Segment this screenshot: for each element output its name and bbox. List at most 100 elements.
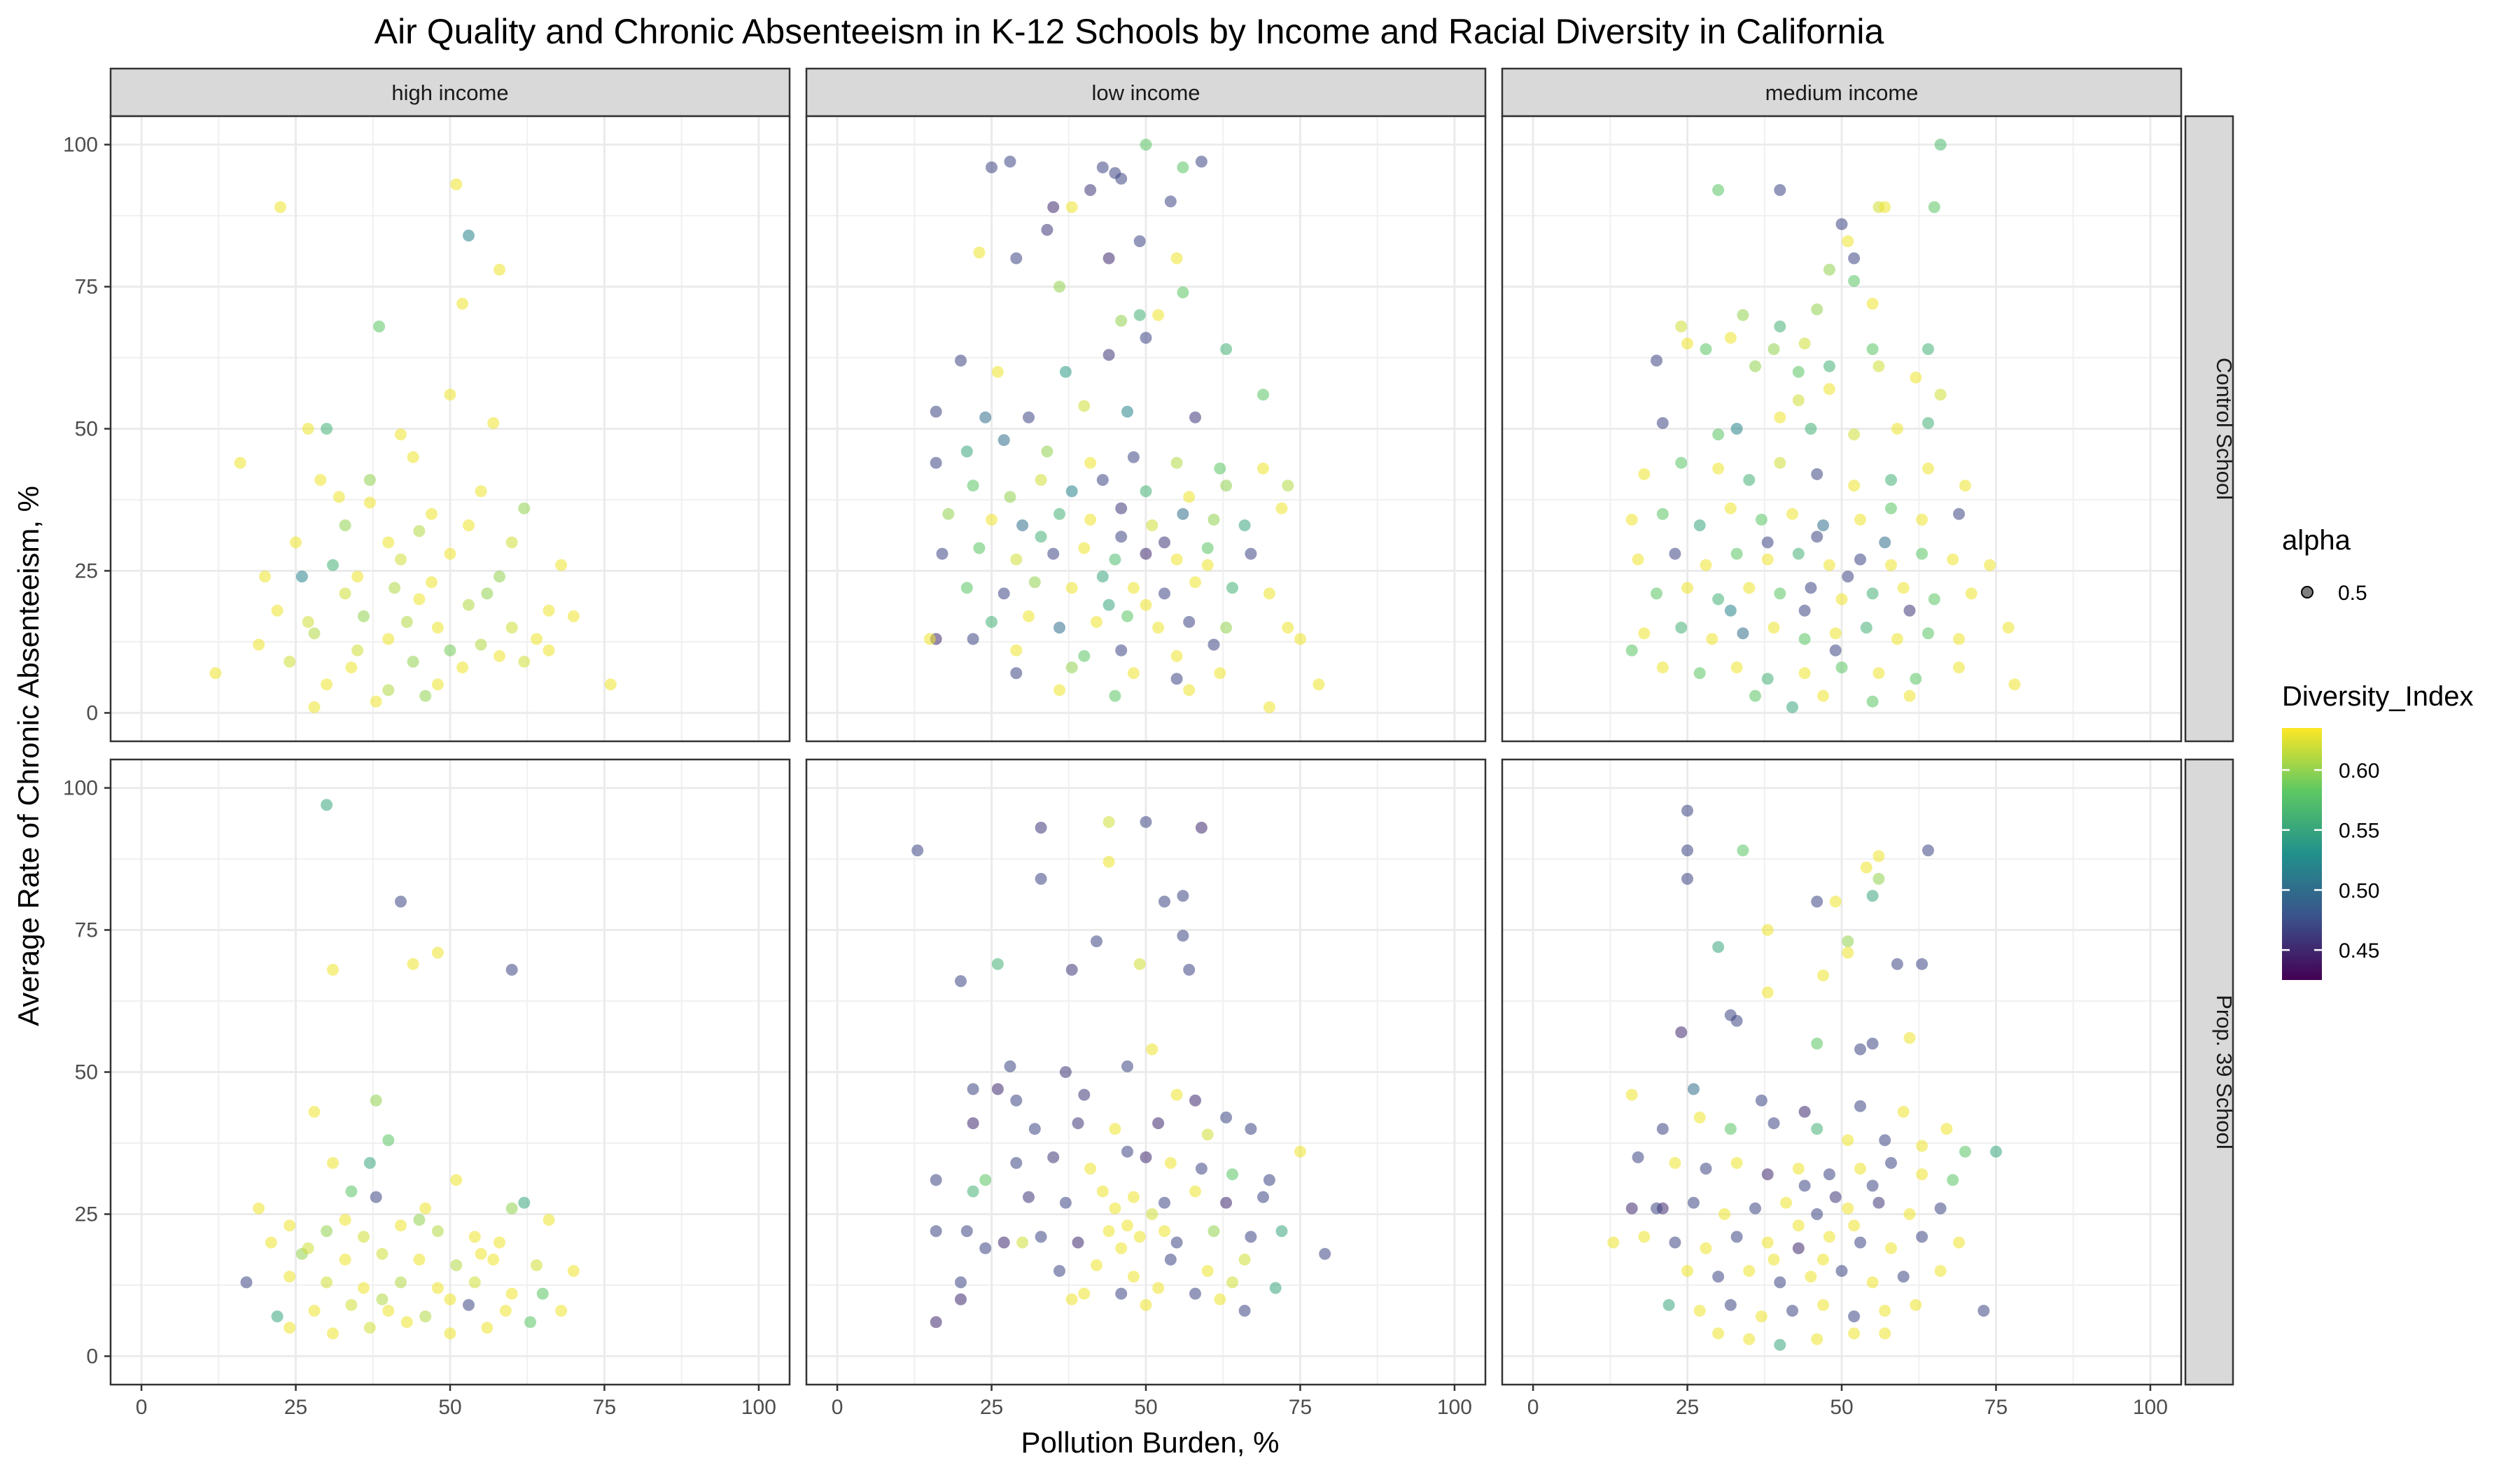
data-point [1730, 1156, 1743, 1169]
data-point [923, 633, 936, 645]
data-point [1121, 610, 1133, 622]
data-point [1226, 1168, 1238, 1181]
data-point [1010, 644, 1023, 657]
data-point [1811, 303, 1823, 316]
data-point [1860, 861, 1872, 874]
data-point [1133, 309, 1146, 321]
facet-strip-medium-income: medium income [1501, 67, 2183, 118]
data-point [302, 616, 314, 628]
data-point [431, 946, 444, 959]
data-point [1675, 622, 1688, 634]
data-point [1749, 360, 1761, 372]
data-point [1903, 604, 1916, 617]
data-point [321, 1276, 333, 1289]
data-point [1146, 519, 1158, 531]
data-point [1860, 622, 1872, 634]
colorbar-tick-label: 0.60 [2339, 760, 2379, 783]
data-point [997, 434, 1010, 447]
data-point [1023, 1191, 1035, 1203]
data-point [1811, 468, 1823, 480]
data-point [1078, 650, 1091, 662]
data-point [1651, 1202, 1662, 1214]
data-point [955, 975, 967, 988]
data-point [1638, 1231, 1651, 1243]
y-tick-label: 100 [63, 134, 98, 157]
data-point [1177, 890, 1189, 902]
data-point [413, 525, 426, 538]
data-point [1792, 547, 1805, 560]
data-point [1953, 1236, 1965, 1249]
data-point [444, 388, 456, 401]
data-point [1189, 411, 1201, 424]
data-point [1811, 1208, 1823, 1220]
data-point [1662, 1298, 1675, 1311]
data-point [1724, 604, 1737, 617]
data-point [1004, 491, 1016, 503]
data-point [395, 553, 407, 566]
data-point [1214, 1293, 1226, 1306]
data-point [1146, 1208, 1158, 1220]
y-axis-title: Average Rate of Chronic Absenteeism, % [12, 486, 45, 1026]
data-point [1724, 332, 1737, 344]
data-point [308, 1305, 321, 1317]
data-point [240, 1276, 253, 1289]
data-point [1761, 1168, 1774, 1181]
data-point [1854, 553, 1866, 566]
data-point [1872, 1196, 1885, 1209]
data-point [1127, 667, 1140, 680]
data-point [1214, 462, 1226, 475]
data-point [1140, 598, 1152, 611]
data-point [1700, 1242, 1712, 1254]
data-point [274, 201, 286, 214]
data-point [973, 246, 986, 259]
data-point [450, 1259, 463, 1271]
data-point [407, 451, 419, 463]
data-point [1656, 416, 1669, 429]
data-point [1879, 536, 1891, 549]
data-point [567, 1265, 580, 1278]
data-point [505, 963, 518, 976]
facet-strip-Prop-39-School: Prop. 39 School [2184, 758, 2236, 1386]
data-point [1023, 610, 1035, 622]
data-point [930, 1225, 942, 1238]
data-point [1121, 1145, 1133, 1158]
data-point [1774, 1276, 1786, 1289]
data-point [1854, 1043, 1866, 1056]
data-point [1693, 1111, 1706, 1124]
y-tick-label: 25 [75, 1203, 98, 1226]
data-point [1140, 332, 1152, 344]
data-point [1848, 252, 1861, 265]
data-point [1761, 924, 1774, 936]
data-point [505, 622, 518, 634]
data-point [542, 604, 555, 617]
data-point [1761, 553, 1774, 566]
data-point [1953, 662, 1965, 673]
data-point [1934, 139, 1947, 151]
data-point [456, 662, 469, 673]
legend-alpha-title: alpha [2282, 525, 2351, 556]
data-point [986, 616, 997, 628]
data-point [1096, 1185, 1109, 1198]
data-point [1693, 519, 1706, 531]
data-point [1681, 1265, 1693, 1278]
data-point [1910, 371, 1922, 384]
data-point [463, 598, 475, 611]
data-point [370, 695, 382, 708]
data-point [1263, 701, 1275, 713]
panel-high-income-Prop-39-School: 0 25 50 75 100 0 25 50 75 100 [63, 758, 791, 1419]
data-point [321, 678, 333, 691]
data-point [1916, 958, 1928, 970]
data-point [1177, 286, 1189, 299]
data-point [1768, 1117, 1780, 1130]
data-point [1140, 139, 1152, 151]
y-axis-title-group: Average Rate of Chronic Absenteeism, % [12, 486, 45, 1026]
x-axis-title: Pollution Burden, % [1021, 1426, 1280, 1459]
data-point [481, 587, 493, 600]
data-point [1934, 1265, 1947, 1278]
data-point [1035, 873, 1047, 885]
data-point [1220, 1111, 1233, 1124]
data-point [1115, 644, 1128, 657]
data-point [1164, 1156, 1177, 1169]
data-point [1170, 673, 1183, 685]
y-tick-label: 75 [75, 919, 98, 942]
